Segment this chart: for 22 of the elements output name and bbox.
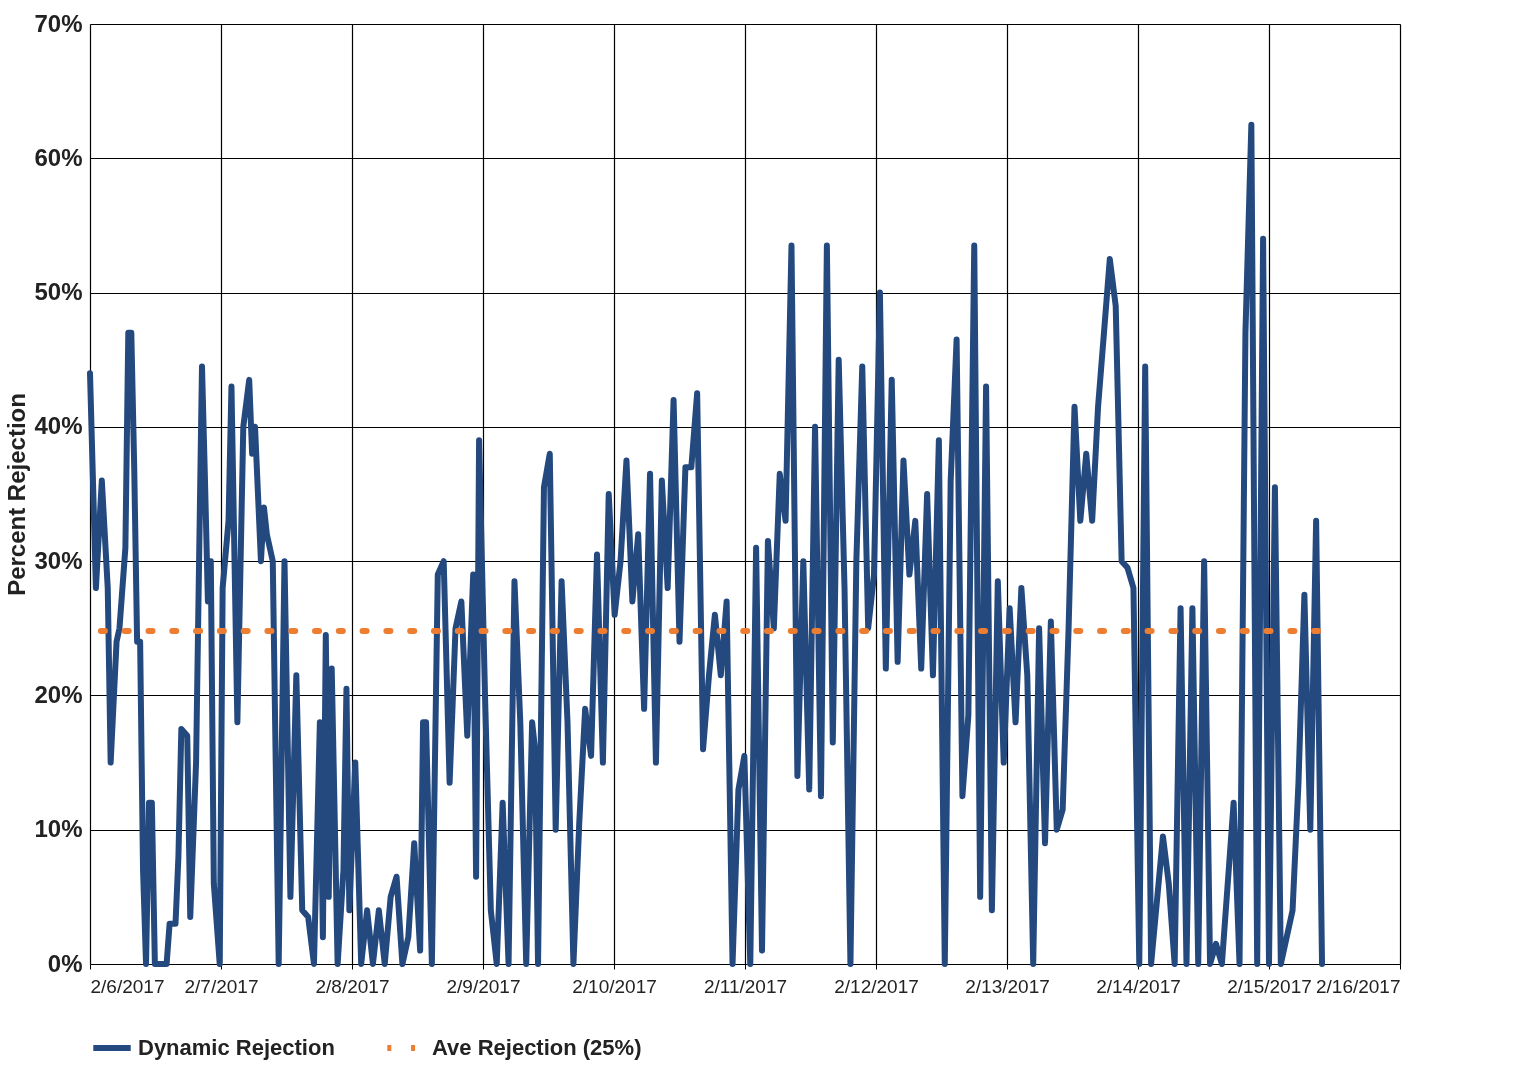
x-tick-label: 2/10/2017 [572,975,657,997]
x-tick-label: 2/14/2017 [1096,975,1181,997]
y-tick-label: 0% [47,949,83,977]
x-tick-label: 2/8/2017 [315,975,390,997]
y-tick-label: 70% [34,9,83,37]
x-tick-label: 2/6/2017 [90,975,165,997]
x-tick-label: 2/9/2017 [446,975,521,997]
x-tick-label: 2/11/2017 [703,975,788,997]
y-tick-label: 20% [34,680,83,708]
legend-label: Ave Rejection (25%) [432,1035,642,1060]
y-axis-title: Percent Rejection [3,393,31,596]
y-tick-label: 60% [34,143,83,171]
x-tick-label: 2/16/2017 [1315,975,1401,997]
y-tick-label: 40% [34,412,83,440]
x-tick-label: 2/13/2017 [965,975,1050,997]
y-tick-label: 50% [34,278,83,306]
x-tick-label: 2/7/2017 [184,975,259,997]
y-tick-label: 30% [34,546,83,574]
x-tick-label: 2/12/2017 [834,975,919,997]
x-tick-label: 2/15/2017 [1227,975,1312,997]
legend-label: Dynamic Rejection [138,1035,335,1060]
y-tick-label: 10% [34,815,83,843]
